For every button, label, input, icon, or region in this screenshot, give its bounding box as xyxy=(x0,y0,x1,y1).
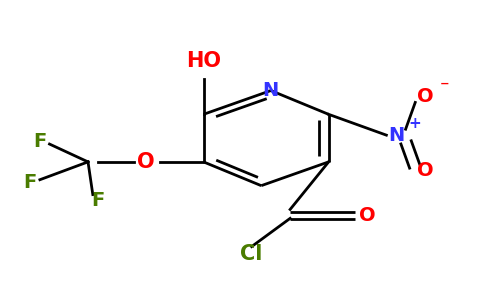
Text: O: O xyxy=(417,87,433,106)
Text: Cl: Cl xyxy=(241,244,263,264)
Text: O: O xyxy=(137,152,154,172)
Text: HO: HO xyxy=(186,51,221,71)
Text: F: F xyxy=(91,191,104,210)
Text: O: O xyxy=(359,206,376,225)
Text: +: + xyxy=(409,116,422,131)
Text: F: F xyxy=(33,132,46,151)
Text: F: F xyxy=(24,173,37,192)
Text: ⁻: ⁻ xyxy=(439,79,449,97)
Text: N: N xyxy=(388,126,404,145)
Text: O: O xyxy=(417,161,433,180)
Text: N: N xyxy=(263,81,279,100)
